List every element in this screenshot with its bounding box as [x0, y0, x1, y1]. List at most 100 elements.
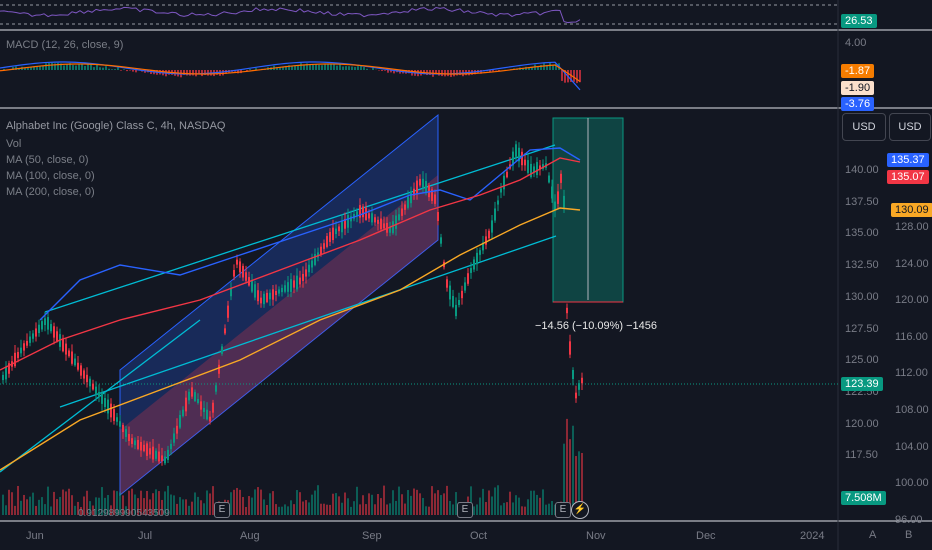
volume-bar — [356, 486, 358, 515]
price-axis-label: 140.00 — [845, 164, 879, 176]
volume-bar — [11, 492, 13, 515]
macd-histogram-bar — [564, 70, 566, 83]
volume-bar — [260, 489, 262, 515]
volume-bar — [338, 496, 340, 515]
volume-bar — [65, 491, 67, 515]
volume-bar — [203, 503, 205, 515]
volume-bar — [413, 488, 415, 515]
symbol-title[interactable]: Alphabet Inc (Google) Class C, 4h, NASDA… — [6, 120, 226, 132]
candle-body — [410, 191, 412, 204]
candle-body — [581, 377, 583, 384]
candle-body — [323, 243, 325, 249]
macd-histogram-bar — [348, 66, 350, 70]
volume-bar — [551, 500, 553, 515]
earnings-marker-aug[interactable]: E — [214, 502, 230, 518]
volume-bar — [164, 491, 166, 515]
ma50-line — [39, 147, 581, 321]
candle-body — [305, 269, 307, 277]
candle-body — [212, 402, 214, 413]
macd-value-tag-2: -1.90 — [841, 81, 875, 95]
candle-body — [278, 289, 280, 294]
volume-tag: 7.508M — [841, 491, 886, 505]
macd-histogram-bar — [36, 66, 38, 70]
volume-bar — [374, 504, 376, 515]
macd-histogram-bar — [303, 64, 305, 70]
candle-body — [167, 449, 169, 460]
currency-button-left[interactable]: USD — [842, 113, 886, 141]
volume-bar — [470, 486, 472, 515]
macd-histogram-bar — [126, 70, 128, 72]
volume-bar — [32, 492, 34, 515]
macd-histogram-bar — [480, 70, 482, 74]
volume-bar — [236, 487, 238, 515]
scale-b-button[interactable]: B — [905, 529, 913, 541]
volume-bar — [188, 505, 190, 515]
volume-bar — [254, 489, 256, 515]
time-axis-label: Sep — [362, 530, 382, 542]
candle-body — [377, 219, 379, 224]
earnings-marker-oct[interactable]: E — [457, 502, 473, 518]
flash-icon[interactable]: ⚡ — [571, 501, 589, 519]
candle-body — [188, 391, 190, 401]
macd-histogram-bar — [330, 64, 332, 70]
candle-body — [179, 414, 181, 428]
macd-histogram-bar — [309, 64, 311, 70]
volume-bar — [497, 485, 499, 515]
volume-bar — [542, 489, 544, 515]
volume-bar — [485, 502, 487, 515]
candle-body — [464, 282, 466, 291]
volume-bar — [185, 499, 187, 515]
volume-bar — [299, 492, 301, 515]
candle-body — [431, 189, 433, 201]
macd-histogram-bar — [384, 70, 386, 71]
volume-bar — [515, 495, 517, 515]
indicator-vol[interactable]: Vol — [6, 138, 22, 150]
volume-bar — [518, 497, 520, 515]
macd-histogram-bar — [102, 67, 104, 70]
macd-histogram-bar — [48, 63, 50, 70]
auto-scale-button[interactable]: A — [869, 529, 877, 541]
ma50-price-tag: 135.37 — [887, 153, 929, 167]
candle-body — [341, 220, 343, 233]
indicator-ma50[interactable]: MA (50, close, 0) — [6, 154, 89, 166]
volume-bar — [101, 487, 103, 515]
earnings-marker-late-oct[interactable]: E — [555, 502, 571, 518]
candle-body — [290, 279, 292, 292]
macd-histogram-bar — [342, 66, 344, 70]
macd-histogram-bar — [30, 66, 32, 70]
volume-bar — [428, 506, 430, 515]
volume-bar — [143, 498, 145, 515]
macd-histogram-bar — [120, 70, 122, 71]
macd-histogram-bar — [105, 66, 107, 70]
candle-body — [485, 236, 487, 245]
volume-bar — [8, 489, 10, 515]
candle-body — [380, 218, 382, 230]
macd-histogram-bar — [219, 70, 221, 76]
volume-bar — [452, 504, 454, 515]
volume-bar — [47, 486, 49, 515]
volume-bar — [446, 485, 448, 515]
macd-histogram-bar — [318, 64, 320, 70]
candle-body — [161, 455, 163, 462]
volume-bar — [176, 503, 178, 515]
macd-histogram-bar — [72, 65, 74, 70]
second-axis-label: 120.00 — [895, 294, 929, 307]
indicator-ma100[interactable]: MA (100, close, 0) — [6, 170, 95, 182]
volume-bar — [116, 491, 118, 515]
volume-bar — [311, 494, 313, 515]
volume-bar — [119, 492, 121, 515]
volume-bar — [437, 490, 439, 515]
macd-histogram-bar — [255, 68, 257, 70]
indicator-ma200[interactable]: MA (200, close, 0) — [6, 186, 95, 198]
candle-body — [2, 374, 4, 381]
candle-body — [53, 326, 55, 338]
currency-button-right[interactable]: USD — [889, 113, 931, 141]
candle-body — [383, 223, 385, 229]
volume-bar — [506, 502, 508, 515]
macd-histogram-bar — [573, 70, 575, 82]
volume-bar — [386, 504, 388, 515]
volume-bar — [35, 505, 37, 515]
candle-body — [44, 318, 46, 326]
volume-bar — [71, 495, 73, 515]
